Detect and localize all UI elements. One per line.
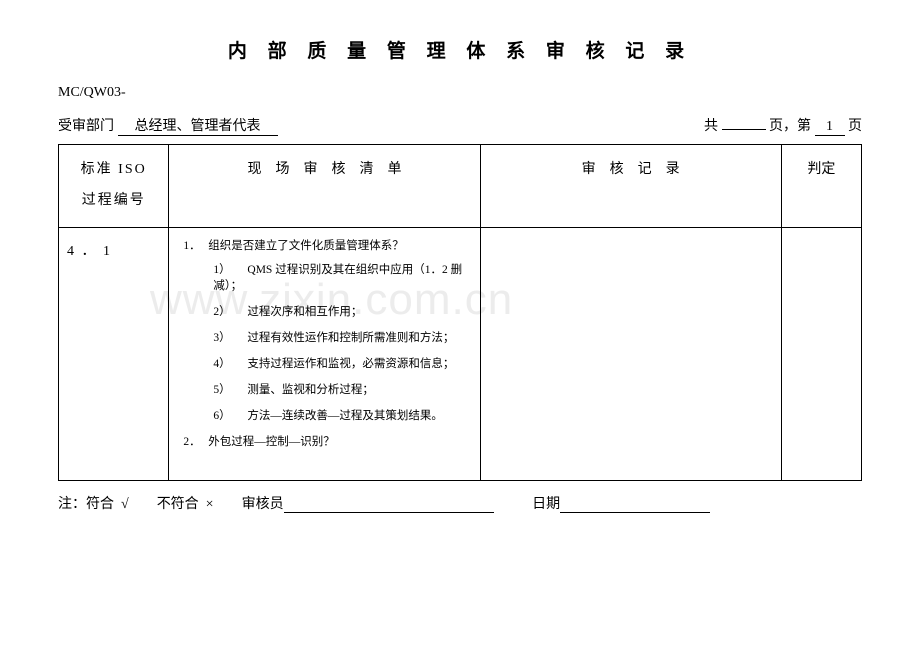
spacer <box>129 497 157 513</box>
page-current-suffix: 页 <box>848 119 862 134</box>
header-judgement: 判定 <box>781 145 861 228</box>
question-item: 1． 组织是否建立了文件化质量管理体系？ 1）QMS 过程识别及其在组织中应用（… <box>183 238 465 425</box>
footer-conform: 注：符合 √ <box>58 493 129 513</box>
page-current: 1 <box>815 119 845 136</box>
footer-date-label: 日期 <box>532 493 560 513</box>
cell-record <box>480 227 781 481</box>
footer-auditor-line <box>284 512 494 513</box>
sub-text: 测量、监视和分析过程； <box>247 384 374 396</box>
sub-num: 3） <box>213 330 247 346</box>
sub-num: 4） <box>213 356 247 372</box>
cell-iso: 4 ． 1 <box>59 227 169 481</box>
sub-num: 1） <box>213 262 247 278</box>
sub-text: QMS 过程识别及其在组织中应用（1．2 删减）； <box>213 264 462 292</box>
header-checklist: 现 场 审 核 清 单 <box>169 145 480 228</box>
footer-nonconform: 不符合 × <box>157 493 214 513</box>
footer-date-line <box>560 512 710 513</box>
sub-text: 支持过程运作和监视，必需资源和信息； <box>247 358 454 370</box>
sub-num: 2） <box>213 304 247 320</box>
cell-judgement <box>781 227 861 481</box>
question-item: 2． 外包过程—控制—识别？ <box>183 434 465 450</box>
sub-item: 1）QMS 过程识别及其在组织中应用（1．2 删减）； <box>213 262 465 294</box>
header-record: 审 核 记 录 <box>480 145 781 228</box>
header-iso: 标准 ISO 过程编号 <box>59 145 169 228</box>
sub-item: 5）测量、监视和分析过程； <box>213 382 465 398</box>
page-title: 内 部 质 量 管 理 体 系 审 核 记 录 <box>58 36 862 63</box>
sub-item: 3）过程有效性运作和控制所需准则和方法； <box>213 330 465 346</box>
page-number: 共 页，第 1 页 <box>704 115 862 136</box>
meta-row: 受审部门 总经理、管理者代表 共 页，第 1 页 <box>58 115 862 136</box>
spacer <box>214 497 242 513</box>
cell-checklist: 1． 组织是否建立了文件化质量管理体系？ 1）QMS 过程识别及其在组织中应用（… <box>169 227 480 481</box>
sub-num: 5） <box>213 382 247 398</box>
page-total-value <box>722 129 766 130</box>
footer-row: 注：符合 √ 不符合 × 审核员 日期 <box>58 493 862 513</box>
sub-item: 6）方法—连续改善—过程及其策划结果。 <box>213 408 465 424</box>
page-total-suffix: 页，第 <box>769 119 811 134</box>
audited-dept: 受审部门 总经理、管理者代表 <box>58 115 278 136</box>
sub-text: 过程有效性运作和控制所需准则和方法； <box>247 332 454 344</box>
sub-text: 过程次序和相互作用； <box>247 306 362 318</box>
sub-text: 方法—连续改善—过程及其策划结果。 <box>247 410 443 422</box>
sub-item: 2）过程次序和相互作用； <box>213 304 465 320</box>
question-num: 2． <box>183 434 205 450</box>
question-num: 1． <box>183 238 205 254</box>
question-text: 组织是否建立了文件化质量管理体系？ <box>208 240 404 252</box>
table-row: 4 ． 1 1． 组织是否建立了文件化质量管理体系？ 1）QMS 过程识别及其在… <box>59 227 862 481</box>
audit-table: 标准 ISO 过程编号 现 场 审 核 清 单 审 核 记 录 判定 4 ． 1… <box>58 144 862 481</box>
footer-auditor-label: 审核员 <box>242 493 284 513</box>
audited-dept-value: 总经理、管理者代表 <box>118 115 278 136</box>
table-header-row: 标准 ISO 过程编号 现 场 审 核 清 单 审 核 记 录 判定 <box>59 145 862 228</box>
sub-item: 4）支持过程运作和监视，必需资源和信息； <box>213 356 465 372</box>
document-number: MC/QW03- <box>58 85 862 101</box>
page-total-prefix: 共 <box>704 119 718 134</box>
spacer <box>494 497 533 513</box>
sub-num: 6） <box>213 408 247 424</box>
question-text: 外包过程—控制—识别？ <box>208 436 335 448</box>
audited-dept-label: 受审部门 <box>58 119 114 134</box>
